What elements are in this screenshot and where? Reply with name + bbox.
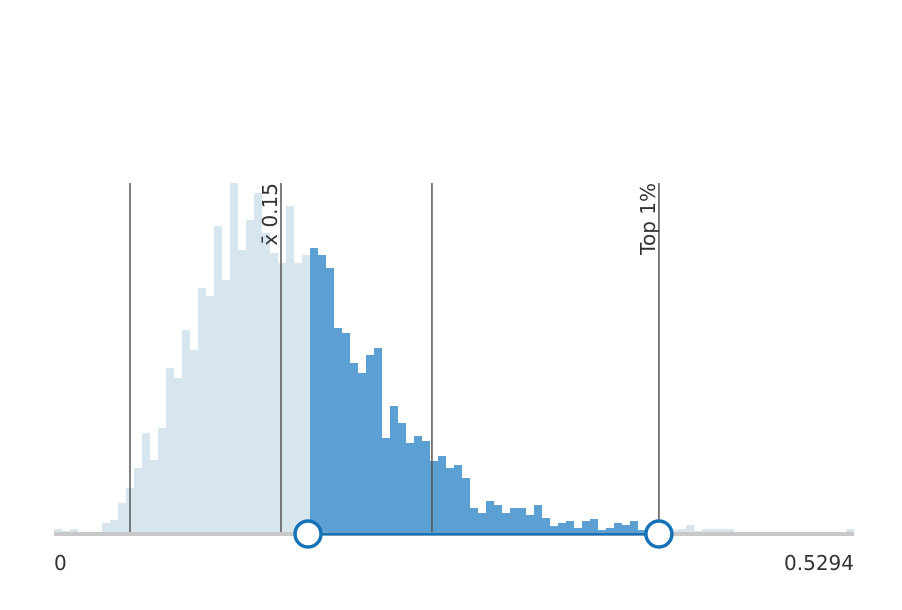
- bar: [574, 528, 582, 533]
- bar: [678, 529, 686, 533]
- bar: [606, 528, 614, 533]
- bar: [526, 515, 534, 533]
- bar: [262, 233, 270, 533]
- bar: [414, 436, 422, 533]
- bar: [158, 428, 166, 533]
- bar: [462, 478, 470, 533]
- bar: [486, 501, 494, 533]
- bar: [454, 465, 462, 533]
- range-handle[interactable]: [293, 519, 323, 549]
- x-tick-label: 0: [54, 551, 67, 575]
- bar: [406, 443, 414, 533]
- bar: [318, 255, 326, 533]
- bar: [566, 521, 574, 533]
- bar: [222, 280, 230, 533]
- bar: [174, 378, 182, 533]
- bar: [518, 508, 526, 533]
- bar: [846, 529, 854, 533]
- bar: [390, 406, 398, 533]
- bar: [118, 503, 126, 533]
- bar: [134, 468, 142, 533]
- bar: [142, 433, 150, 533]
- bar: [550, 526, 558, 533]
- bar: [382, 438, 390, 533]
- bar: [398, 423, 406, 533]
- bar: [502, 513, 510, 533]
- bar: [70, 529, 78, 533]
- bar: [478, 513, 486, 533]
- bar: [286, 206, 294, 533]
- bar: [310, 248, 318, 533]
- bar: [614, 523, 622, 533]
- bar: [494, 505, 502, 533]
- bar: [582, 521, 590, 533]
- bar: [270, 253, 278, 533]
- range-handle[interactable]: [644, 519, 674, 549]
- bar: [558, 523, 566, 533]
- bar: [438, 456, 446, 533]
- bar: [182, 330, 190, 533]
- bar: [638, 530, 646, 533]
- bar: [366, 355, 374, 533]
- bar: [358, 373, 366, 533]
- bar: [342, 333, 350, 533]
- bar: [702, 529, 710, 533]
- bar: [294, 263, 302, 533]
- bar: [190, 350, 198, 533]
- bar: [446, 468, 454, 533]
- bar: [374, 348, 382, 533]
- bar: [198, 288, 206, 533]
- bar: [54, 529, 62, 533]
- bar: [254, 193, 262, 533]
- bar: [150, 460, 158, 533]
- bar: [598, 530, 606, 533]
- reference-label: x̄ 0.15: [258, 183, 282, 246]
- bar: [302, 255, 310, 533]
- bar: [102, 523, 110, 533]
- bar: [590, 519, 598, 533]
- bar: [238, 250, 246, 533]
- bar: [718, 529, 726, 533]
- bar: [710, 529, 718, 533]
- bar: [470, 508, 478, 533]
- bar: [422, 441, 430, 533]
- bar: [334, 328, 342, 533]
- bar: [278, 263, 286, 533]
- bar: [166, 368, 174, 533]
- bar: [246, 220, 254, 533]
- bar: [326, 268, 334, 533]
- bar: [534, 505, 542, 533]
- bar: [206, 296, 214, 533]
- bar: [686, 525, 694, 533]
- bar: [510, 508, 518, 533]
- bar: [670, 530, 678, 533]
- bar: [430, 461, 438, 533]
- bar: [214, 226, 222, 533]
- bar: [630, 521, 638, 533]
- bar: [542, 518, 550, 533]
- x-tick-label: 0.5294: [784, 551, 854, 575]
- reference-label: Top 1%: [636, 183, 660, 256]
- bar: [230, 183, 238, 533]
- bar: [350, 363, 358, 533]
- bar: [726, 529, 734, 533]
- bar: [110, 520, 118, 533]
- bar: [622, 525, 630, 533]
